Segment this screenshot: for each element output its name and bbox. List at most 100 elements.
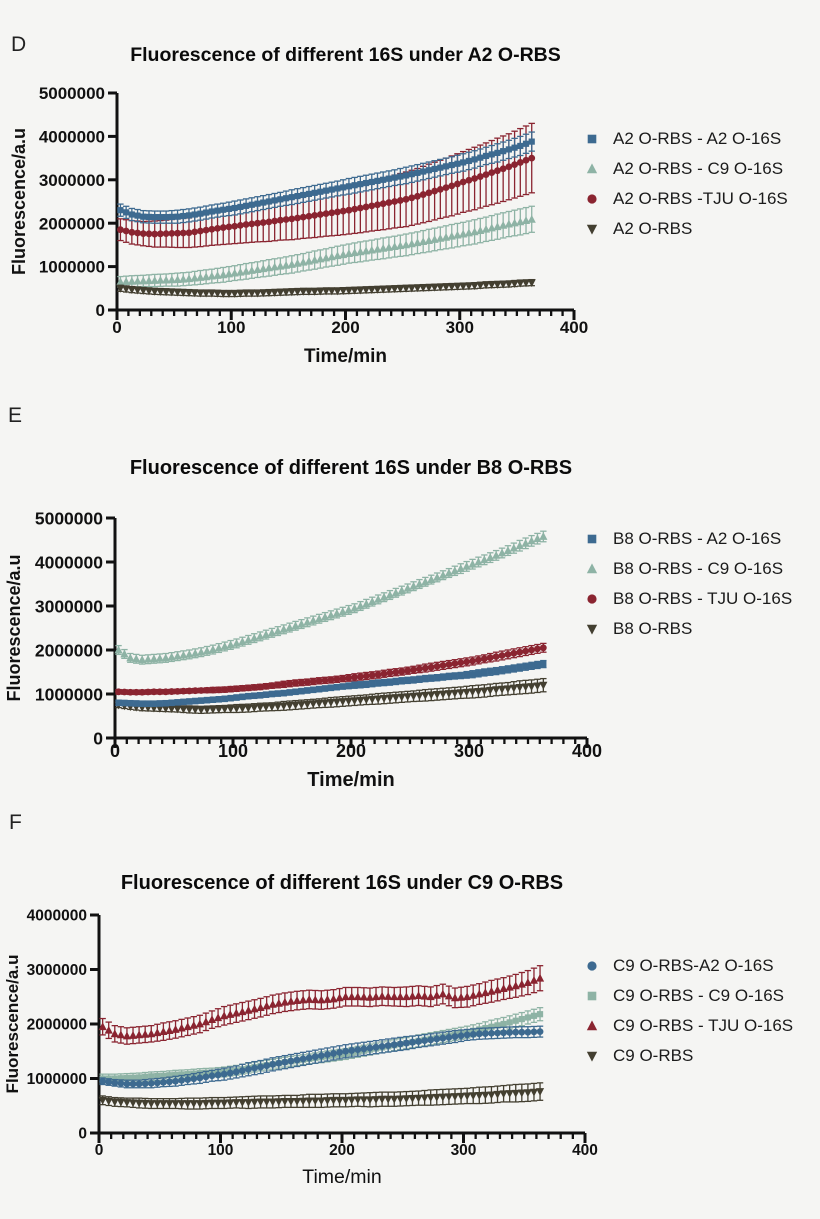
y-tick-label: 0 <box>93 728 103 748</box>
x-tick-label: 200 <box>331 318 359 337</box>
legend-item: B8 O-RBS - TJU O-16S <box>584 584 792 614</box>
triangle-up-icon <box>586 163 598 174</box>
legend-item: A2 O-RBS -TJU O-16S <box>584 184 788 214</box>
legend-item: B8 O-RBS - A2 O-16S <box>584 524 792 554</box>
square-icon <box>587 134 597 144</box>
y-tick-label: 4000000 <box>39 128 105 147</box>
legend-label: C9 O-RBS - TJU O-16S <box>613 1016 794 1035</box>
series-triangle-down <box>98 1082 545 1110</box>
x-tick-label: 400 <box>572 1142 598 1159</box>
chart-legend: C9 O-RBS-A2 O-16S C9 O-RBS - C9 O-16S C9 O… <box>584 951 793 1071</box>
y-tick-label: 1000000 <box>27 1071 87 1088</box>
legend-label: A2 O-RBS - C9 O-16S <box>613 159 784 178</box>
chart-plot-area: 0 1000000 2000000 3000000 4000000 5000000 0 100… <box>4 508 602 791</box>
series-square <box>115 659 547 707</box>
panel-letter: F <box>9 811 22 834</box>
x-axis-label: Time/min <box>304 346 387 367</box>
series-square <box>99 1006 544 1084</box>
square-icon <box>587 991 597 1001</box>
legend-item: A2 O-RBS - A2 O-16S <box>584 124 788 154</box>
y-axis-label: Fluorescence/a.u <box>9 128 29 275</box>
chart-legend: B8 O-RBS - A2 O-16S B8 O-RBS - C9 O-16S B8… <box>584 524 792 644</box>
y-tick-label: 4000000 <box>35 552 103 572</box>
y-tick-label: 3000000 <box>35 596 103 616</box>
chart-plot-area: 0 1000000 2000000 3000000 4000000 5000000 0 100… <box>9 84 588 367</box>
panel-F: F Fluorescence of different 16S under C9… <box>0 805 820 1219</box>
legend-label: A2 O-RBS -TJU O-16S <box>613 189 788 208</box>
series-triangle-down <box>116 278 536 298</box>
x-tick-label: 200 <box>329 1142 355 1159</box>
y-axis-label: Fluorescence/a.u <box>3 955 22 1094</box>
triangle-up-icon <box>586 1020 598 1031</box>
y-tick-label: 2000000 <box>39 214 105 233</box>
circle-icon <box>587 961 597 971</box>
chart-title: Fluorescence of different 16S under C9 O… <box>120 872 564 894</box>
x-axis-label: Time/min <box>302 1166 381 1188</box>
legend-label: C9 O-RBS - C9 O-16S <box>613 986 784 1005</box>
x-tick-label: 0 <box>112 318 121 337</box>
x-tick-label: 0 <box>110 741 120 761</box>
y-tick-label: 0 <box>96 301 105 320</box>
y-tick-label: 5000000 <box>39 84 105 103</box>
x-tick-label: 100 <box>208 1142 234 1159</box>
legend-item: B8 O-RBS <box>584 614 792 644</box>
legend-item: B8 O-RBS - C9 O-16S <box>584 554 792 584</box>
series-square <box>117 131 535 224</box>
legend-label: B8 O-RBS - C9 O-16S <box>613 559 784 578</box>
panel-E: E Fluorescence of different 16S under B8… <box>0 400 820 805</box>
x-tick-label: 400 <box>560 318 588 337</box>
legend-label: B8 O-RBS <box>613 619 693 638</box>
legend-label: A2 O-RBS <box>613 219 693 238</box>
x-tick-label: 200 <box>336 741 366 761</box>
axes: 0 1000000 2000000 3000000 4000000 5000000 0 100… <box>4 508 602 791</box>
series-circle <box>115 642 547 696</box>
legend-item: C9 O-RBS - TJU O-16S <box>584 1011 793 1041</box>
square-icon <box>587 534 597 544</box>
x-tick-label: 100 <box>218 741 248 761</box>
legend-label: C9 O-RBS-A2 O-16S <box>613 956 774 975</box>
triangle-up-icon <box>586 563 598 574</box>
chart-legend: A2 O-RBS - A2 O-16S A2 O-RBS - C9 O-16S A2… <box>584 124 788 244</box>
legend-item: A2 O-RBS - C9 O-16S <box>584 154 788 184</box>
y-tick-label: 2000000 <box>35 640 103 660</box>
chart-title: Fluorescence of different 16S under B8 O… <box>129 457 573 479</box>
legend-item: A2 O-RBS <box>584 214 788 244</box>
x-tick-label: 300 <box>454 741 484 761</box>
axes: 0 1000000 2000000 3000000 4000000 0 100 200 300 4… <box>3 908 598 1188</box>
y-axis-label: Fluorescence/a.u <box>4 554 24 701</box>
x-tick-label: 100 <box>217 318 245 337</box>
panel-letter: E <box>8 404 23 427</box>
y-tick-label: 3000000 <box>39 171 105 190</box>
legend-label: B8 O-RBS - A2 O-16S <box>613 529 782 548</box>
y-tick-label: 4000000 <box>27 908 87 925</box>
y-tick-label: 1000000 <box>35 684 103 704</box>
panel-D: D Fluorescence of different 16S under A2… <box>0 0 820 400</box>
triangle-down-icon <box>586 224 598 235</box>
chart-plot-area: 0 1000000 2000000 3000000 4000000 0 100 200 300 4… <box>3 908 598 1188</box>
triangle-down-icon <box>586 624 598 635</box>
y-tick-label: 5000000 <box>35 508 103 528</box>
legend-item: C9 O-RBS <box>584 1041 793 1071</box>
legend-item: C9 O-RBS-A2 O-16S <box>584 951 793 981</box>
y-tick-label: 2000000 <box>27 1017 87 1034</box>
circle-icon <box>587 594 597 604</box>
triangle-down-icon <box>586 1051 598 1062</box>
legend-label: C9 O-RBS <box>613 1046 694 1065</box>
chart-title: Fluorescence of different 16S under A2 O… <box>130 44 561 66</box>
legend-label: B8 O-RBS - TJU O-16S <box>613 589 793 608</box>
series-triangle-up <box>98 965 545 1045</box>
axes: 0 1000000 2000000 3000000 4000000 5000000 0 100… <box>9 84 588 367</box>
series-circle <box>99 1025 544 1089</box>
panel-letter: D <box>11 33 27 56</box>
y-tick-label: 0 <box>78 1126 87 1143</box>
x-tick-label: 300 <box>446 318 474 337</box>
series-triangle-up <box>116 205 536 288</box>
x-axis-label: Time/min <box>307 769 394 791</box>
x-tick-label: 400 <box>572 741 602 761</box>
series-triangle-down <box>114 677 548 715</box>
series-triangle-up <box>114 530 548 665</box>
circle-icon <box>587 194 597 204</box>
x-tick-label: 300 <box>451 1142 477 1159</box>
legend-item: C9 O-RBS - C9 O-16S <box>584 981 793 1011</box>
